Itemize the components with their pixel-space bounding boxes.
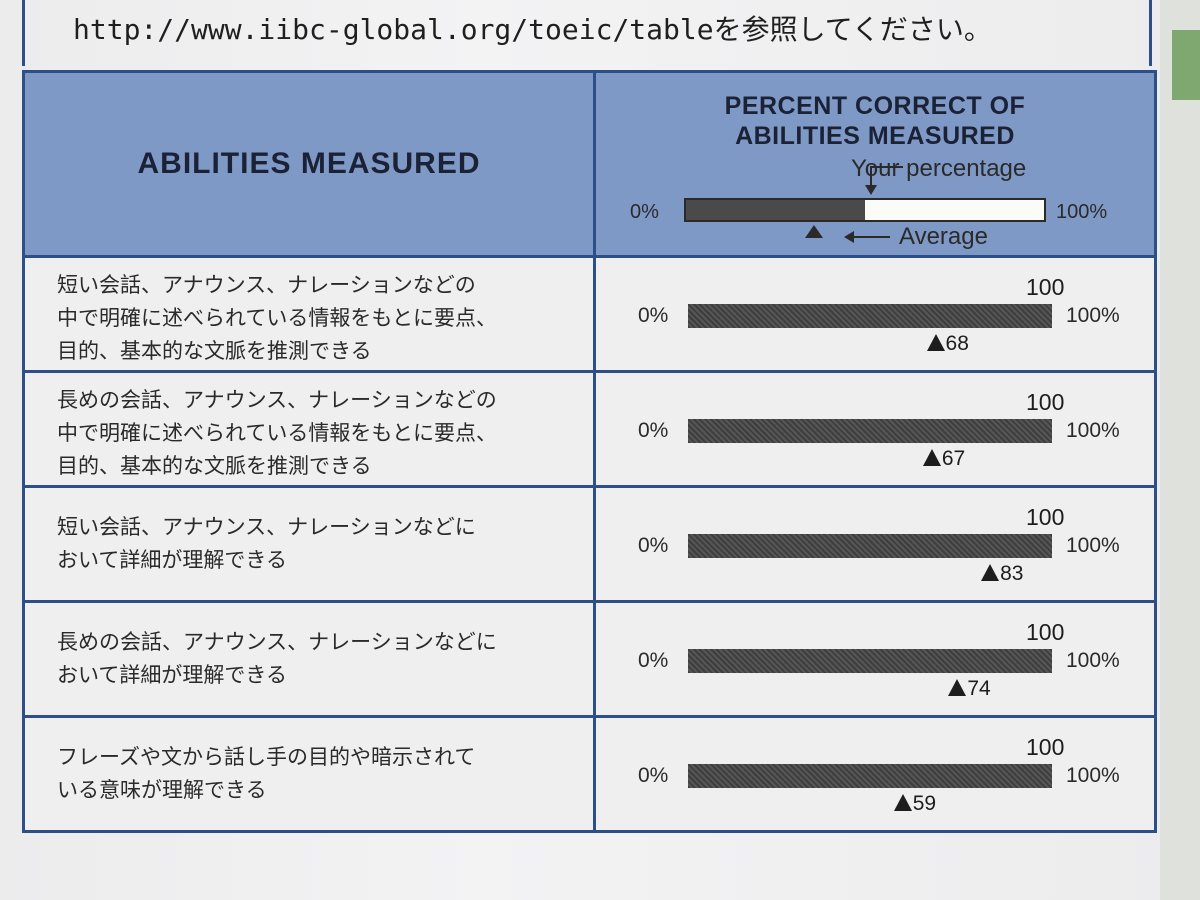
percent-heading-line-2: ABILITIES MEASURED xyxy=(735,122,1015,150)
ability-description-cell: 長めの会話、アナウンス、ナレーションなどの 中で明確に述べられている情報をもとに… xyxy=(22,370,596,488)
bar-max-label: 100% xyxy=(1066,649,1120,672)
percent-correct-heading: PERCENT CORRECT OF ABILITIES MEASURED xyxy=(596,91,1154,151)
ability-description: 長めの会話、アナウンス、ナレーションなどの 中で明確に述べられている情報をもとに… xyxy=(25,376,593,483)
ability-description: 短い会話、アナウンス、ナレーションなどに おいて詳細が理解できる xyxy=(25,511,593,577)
bar-min-label: 0% xyxy=(638,649,669,672)
your-percentage-bar xyxy=(688,649,1052,673)
average-triangle-icon xyxy=(893,794,912,811)
average-triangle-icon xyxy=(922,449,941,466)
legend-max-label: 100% xyxy=(1056,201,1108,223)
ability-description: 短い会話、アナウンス、ナレーションなどの 中で明確に述べられている情報をもとに要… xyxy=(25,261,593,368)
description-line: フレーズや文から話し手の目的や暗示されて xyxy=(57,745,476,769)
url-instruction-box: http://www.iibc-global.org/toeic/tableを参… xyxy=(22,0,1152,66)
percent-bar-group: 100 0% 100% 68 xyxy=(596,258,1154,370)
average-triangle-icon xyxy=(926,334,945,351)
url-instruction-text: http://www.iibc-global.org/toeic/tableを参… xyxy=(73,8,992,48)
average-arrow-icon xyxy=(844,231,890,243)
average-value: 59 xyxy=(912,792,937,815)
average-triangle-icon xyxy=(981,564,1000,581)
percent-bar-group: 100 0% 100% 67 xyxy=(596,373,1154,485)
reference-url: http://www.iibc-global.org/toeic/table xyxy=(73,13,714,46)
abilities-header-cell: ABILITIES MEASURED xyxy=(22,70,596,258)
bar-min-label: 0% xyxy=(638,419,669,442)
description-line: 中で明確に述べられている情報をもとに要点、 xyxy=(57,305,497,330)
abilities-measured-heading: ABILITIES MEASURED xyxy=(137,147,481,180)
your-score-label: 100 xyxy=(1026,389,1065,415)
percent-bar-cell: 100 0% 100% 67 xyxy=(593,370,1157,488)
average-value: 83 xyxy=(1000,562,1024,585)
bar-max-label: 100% xyxy=(1066,534,1120,557)
average-marker: 83 xyxy=(981,562,1023,588)
your-score-label: 100 xyxy=(1026,274,1065,300)
legend-bar xyxy=(684,198,1046,222)
description-line: おいて詳細が理解できる xyxy=(57,548,287,572)
legend-bar-fill xyxy=(686,200,865,220)
percent-bar-group: 100 0% 100% 83 xyxy=(596,488,1154,600)
bar-legend: Your percentage 0% 100% Average xyxy=(596,73,1154,255)
average-marker: 67 xyxy=(922,447,966,473)
average-value: 68 xyxy=(945,332,969,355)
your-score-label: 100 xyxy=(1026,734,1065,760)
url-suffix-text: を参照してください。 xyxy=(713,13,992,46)
ability-description-cell: 短い会話、アナウンス、ナレーションなどの 中で明確に述べられている情報をもとに要… xyxy=(22,255,596,373)
bar-min-label: 0% xyxy=(638,534,669,557)
your-percentage-bar xyxy=(688,419,1052,443)
your-score-label: 100 xyxy=(1026,504,1065,530)
your-score-label: 100 xyxy=(1026,619,1065,645)
percent-bar-cell: 100 0% 100% 83 xyxy=(593,485,1157,603)
average-triangle-icon xyxy=(948,679,967,696)
description-line: いる意味が理解できる xyxy=(57,778,267,802)
description-line: 目的、基本的な文脈を推測できる xyxy=(57,453,372,478)
table-row: 短い会話、アナウンス、ナレーションなどの 中で明確に述べられている情報をもとに要… xyxy=(22,255,1157,373)
description-line: おいて詳細が理解できる xyxy=(57,663,287,687)
percent-heading-line-1: PERCENT CORRECT OF xyxy=(724,92,1026,120)
percent-bar-group: 100 0% 100% 74 xyxy=(596,603,1154,715)
percent-header-cell: PERCENT CORRECT OF ABILITIES MEASURED Yo… xyxy=(593,70,1157,258)
description-line: 短い会話、アナウンス、ナレーションなどの xyxy=(57,272,476,297)
description-line: 長めの会話、アナウンス、ナレーションなどに xyxy=(57,630,497,654)
green-tab-decoration xyxy=(1172,30,1200,100)
average-marker: 74 xyxy=(948,677,991,703)
ability-description: フレーズや文から話し手の目的や暗示されて いる意味が理解できる xyxy=(25,741,593,807)
legend-average-marker-icon xyxy=(805,225,824,238)
ability-description-cell: 長めの会話、アナウンス、ナレーションなどに おいて詳細が理解できる xyxy=(22,600,596,718)
bar-max-label: 100% xyxy=(1066,304,1120,327)
bar-max-label: 100% xyxy=(1066,419,1120,442)
percent-bar-group: 100 0% 100% 59 xyxy=(596,718,1154,830)
legend-your-percentage-label: Your percentage xyxy=(851,155,1027,182)
abilities-table: ABILITIES MEASURED PERCENT CORRECT OF AB… xyxy=(22,70,1157,833)
your-percentage-bar xyxy=(688,764,1052,788)
percent-bar-cell: 100 0% 100% 59 xyxy=(593,715,1157,833)
table-row: 長めの会話、アナウンス、ナレーションなどの 中で明確に述べられている情報をもとに… xyxy=(22,370,1157,488)
percent-bar-cell: 100 0% 100% 68 xyxy=(593,255,1157,373)
bar-min-label: 0% xyxy=(638,304,669,327)
your-percentage-bar xyxy=(688,534,1052,558)
table-row: 長めの会話、アナウンス、ナレーションなどに おいて詳細が理解できる 100 0%… xyxy=(22,600,1157,718)
legend-min-label: 0% xyxy=(630,201,659,223)
adjacent-page-edge xyxy=(1160,0,1200,900)
description-line: 目的、基本的な文脈を推測できる xyxy=(57,338,372,363)
table-row: フレーズや文から話し手の目的や暗示されて いる意味が理解できる 100 0% 1… xyxy=(22,715,1157,833)
bar-max-label: 100% xyxy=(1066,764,1120,787)
your-percentage-arrow-icon xyxy=(865,166,903,195)
description-line: 中で明確に述べられている情報をもとに要点、 xyxy=(57,420,497,445)
description-line: 短い会話、アナウンス、ナレーションなどに xyxy=(57,515,476,539)
average-value: 74 xyxy=(967,677,991,700)
ability-description-cell: 短い会話、アナウンス、ナレーションなどに おいて詳細が理解できる xyxy=(22,485,596,603)
description-line: 長めの会話、アナウンス、ナレーションなどの xyxy=(57,387,497,412)
percent-bar-cell: 100 0% 100% 74 xyxy=(593,600,1157,718)
average-marker: 59 xyxy=(893,792,937,818)
average-value: 67 xyxy=(941,447,966,470)
bar-min-label: 0% xyxy=(638,764,669,787)
your-percentage-bar xyxy=(688,304,1052,328)
table-header-row: ABILITIES MEASURED PERCENT CORRECT OF AB… xyxy=(22,70,1157,258)
table-row: 短い会話、アナウンス、ナレーションなどに おいて詳細が理解できる 100 0% … xyxy=(22,485,1157,603)
ability-description: 長めの会話、アナウンス、ナレーションなどに おいて詳細が理解できる xyxy=(25,626,593,692)
ability-description-cell: フレーズや文から話し手の目的や暗示されて いる意味が理解できる xyxy=(22,715,596,833)
legend-average-label: Average xyxy=(899,223,988,250)
average-marker: 68 xyxy=(926,332,969,358)
